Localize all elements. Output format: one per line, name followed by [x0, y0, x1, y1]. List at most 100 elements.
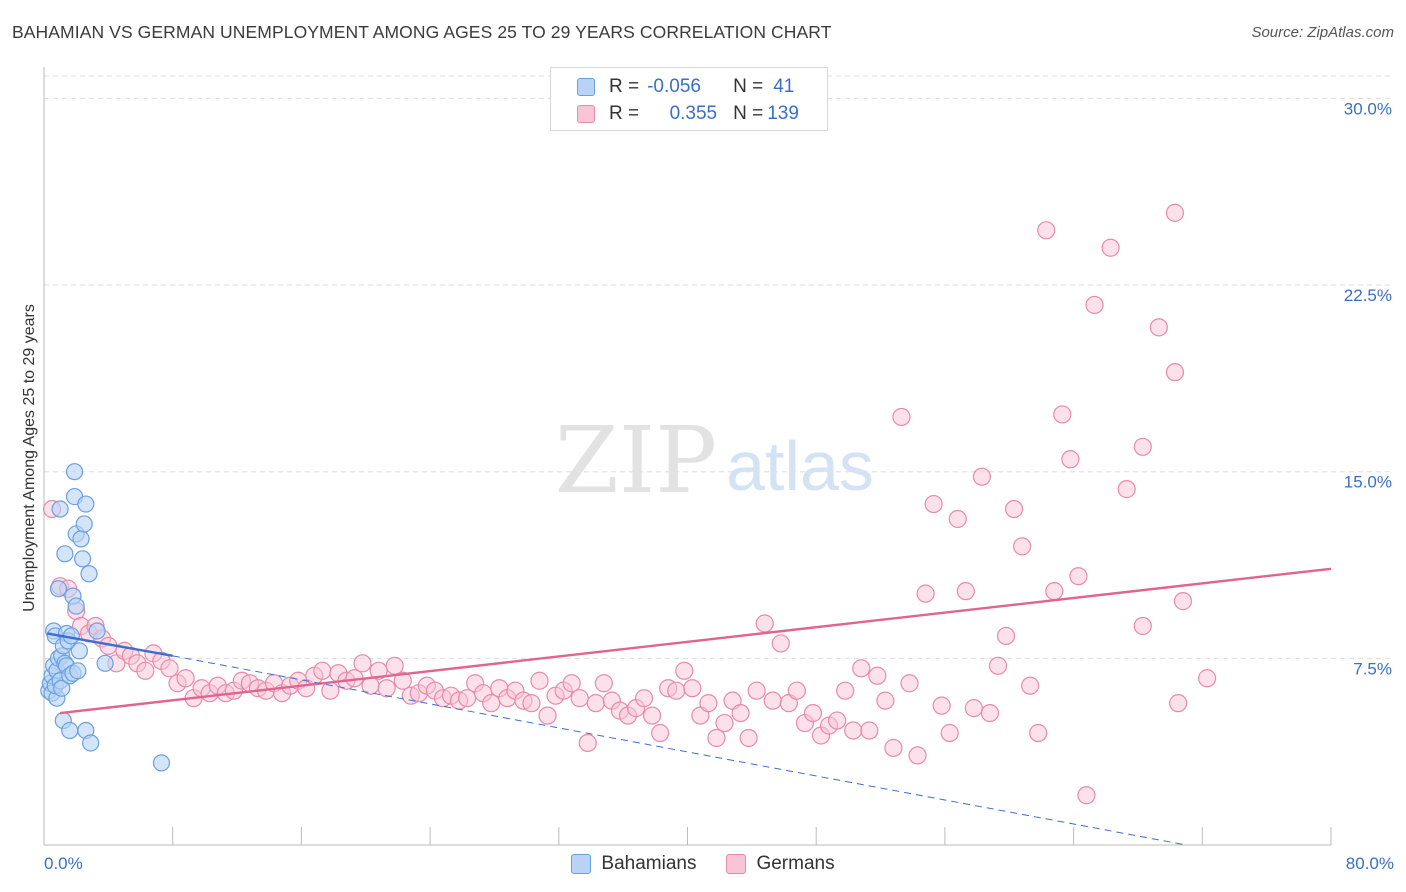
data-point-bahamian [61, 721, 79, 740]
data-point-german [828, 711, 847, 730]
data-point-german [948, 509, 967, 529]
legend-item-germans[interactable]: Germans [726, 853, 835, 875]
data-point-bahamian [65, 463, 84, 481]
n-label: N = [733, 103, 764, 124]
series-legend: Bahamians Germans [0, 851, 1406, 877]
n-label: N = [733, 76, 764, 97]
data-point-german [980, 704, 1000, 723]
data-point-german [1133, 437, 1152, 456]
data-point-bahamian [70, 642, 88, 660]
data-point-german [458, 689, 477, 708]
data-point-german [988, 656, 1008, 675]
trend-line-bahamians-extension [172, 655, 1187, 846]
data-point-german [852, 659, 871, 678]
data-point-german [771, 634, 790, 653]
data-point-bahamian [72, 530, 90, 548]
data-point-german [176, 669, 195, 688]
correlation-legend: R = -0.056 N = 41 R = 0.355 N = 139 [550, 67, 828, 131]
legend-item-bahamians[interactable]: Bahamians [571, 853, 696, 875]
data-point-german [1061, 450, 1080, 469]
legend-label: Bahamians [601, 853, 697, 874]
data-point-german [699, 694, 718, 713]
data-point-bahamian [75, 515, 93, 533]
y-tick-label: 22.5% [1344, 286, 1392, 305]
data-point-german [1037, 221, 1056, 240]
data-point-german [1029, 723, 1048, 743]
data-point-german [996, 626, 1016, 646]
data-point-german [908, 746, 927, 765]
data-point-german [876, 691, 895, 710]
data-point-german [353, 654, 372, 673]
y-tick-label: 30.0% [1344, 99, 1392, 118]
data-point-german [1169, 694, 1188, 713]
bahamians-swatch [571, 854, 592, 874]
zipatlas-watermark: ZIP atlas [555, 407, 874, 514]
data-point-german [530, 671, 549, 690]
data-point-german [707, 728, 726, 748]
data-point-german [562, 674, 581, 693]
data-point-german [1198, 669, 1217, 688]
data-point-german [803, 704, 823, 723]
data-point-german [651, 723, 670, 743]
data-point-bahamian [49, 580, 68, 598]
data-point-german [900, 674, 919, 693]
data-point-german [763, 691, 782, 710]
data-point-german [1004, 499, 1024, 519]
x-tick-label: 80.0% [1346, 854, 1394, 873]
data-point-german [1045, 582, 1064, 601]
data-point-german [578, 733, 597, 753]
data-point-bahamian [80, 565, 98, 583]
bahamians-swatch [577, 78, 595, 96]
trend-lines [47, 567, 1332, 846]
data-point-german [675, 661, 694, 680]
r-value: 0.355 [669, 103, 718, 124]
data-point-german [522, 694, 541, 713]
data-point-german [482, 694, 501, 713]
axes [43, 67, 1332, 846]
data-point-german [594, 674, 613, 693]
data-point-german [787, 681, 806, 700]
y-axis-label: Unemployment Among Ages 25 to 29 years [21, 303, 38, 612]
legend-label: Germans [756, 853, 835, 874]
data-point-german [1133, 616, 1152, 636]
data-point-german [1021, 676, 1040, 695]
data-point-german [1069, 567, 1088, 586]
data-point-bahamian [152, 754, 171, 772]
data-point-german [1117, 480, 1136, 499]
data-point-german [964, 699, 983, 718]
n-value: 41 [773, 76, 795, 97]
trend-line-germans [59, 567, 1332, 715]
data-point-german [1149, 318, 1168, 337]
data-point-bahamian [82, 734, 100, 752]
data-point-german [683, 679, 702, 698]
chart-title: BAHAMIAN VS GERMAN UNEMPLOYMENT AMONG AG… [12, 22, 832, 42]
data-point-german [731, 704, 750, 723]
data-point-german [393, 671, 412, 690]
data-point-german [972, 467, 992, 486]
germans-swatch [577, 105, 595, 123]
data-point-bahamian [96, 654, 114, 672]
watermark-zip: ZIP [555, 407, 717, 514]
germans-swatch [726, 854, 747, 874]
data-point-bahamian [69, 662, 87, 680]
data-point-german [884, 738, 903, 758]
data-point-german [1165, 363, 1185, 382]
r-label: R = [609, 76, 640, 97]
data-point-german [570, 689, 589, 708]
r-value: -0.056 [647, 76, 701, 97]
data-point-bahamian [88, 622, 106, 640]
series-bahamians [40, 463, 171, 772]
data-point-german [747, 681, 766, 700]
data-point-german [844, 721, 863, 740]
data-point-german [160, 659, 179, 678]
data-point-german [916, 584, 935, 603]
grid-lines [44, 75, 1393, 659]
data-point-german [1053, 405, 1072, 424]
data-point-german [739, 728, 758, 748]
data-point-german [634, 689, 654, 708]
data-point-german [377, 679, 396, 698]
n-value: 139 [767, 103, 799, 124]
data-point-bahamian [77, 495, 95, 513]
data-point-german [868, 666, 887, 685]
